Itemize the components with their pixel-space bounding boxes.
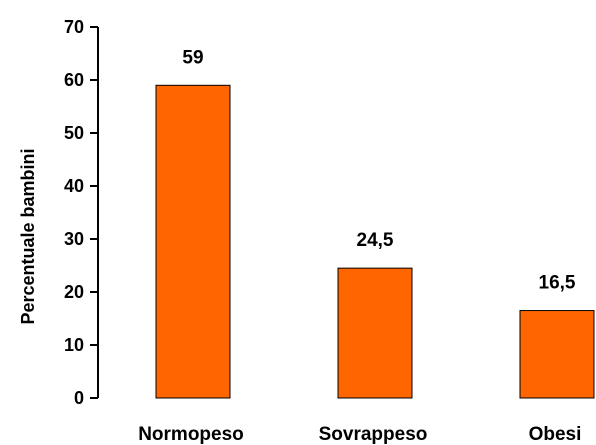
y-tick-label: 40 bbox=[64, 176, 84, 196]
bar-value-label: 59 bbox=[182, 47, 203, 68]
data-labels: 59 24,5 16,5 bbox=[182, 47, 575, 293]
bar-value-label: 24,5 bbox=[357, 230, 394, 251]
bar bbox=[337, 267, 413, 399]
bar bbox=[155, 84, 231, 399]
y-tick-label: 70 bbox=[64, 17, 84, 37]
y-tick-label: 30 bbox=[64, 229, 84, 249]
bars bbox=[155, 84, 595, 399]
bar-value-label: 16,5 bbox=[539, 273, 576, 294]
y-axis: 0 10 20 30 40 50 60 70 bbox=[64, 17, 99, 408]
x-category-label: Obesi bbox=[529, 424, 582, 445]
y-tick-label: 20 bbox=[64, 282, 84, 302]
x-category-label: Sovrappeso bbox=[319, 424, 428, 445]
x-axis-labels: Normopeso Sovrappeso Obesi bbox=[138, 424, 581, 445]
y-tick-label: 60 bbox=[64, 70, 84, 90]
y-tick-label: 0 bbox=[74, 388, 84, 408]
bar bbox=[519, 310, 595, 399]
y-tick-label: 10 bbox=[64, 335, 84, 355]
y-tick-label: 50 bbox=[64, 123, 84, 143]
x-category-label: Normopeso bbox=[138, 424, 244, 445]
y-axis-title: Percentuale bambini bbox=[18, 148, 38, 324]
